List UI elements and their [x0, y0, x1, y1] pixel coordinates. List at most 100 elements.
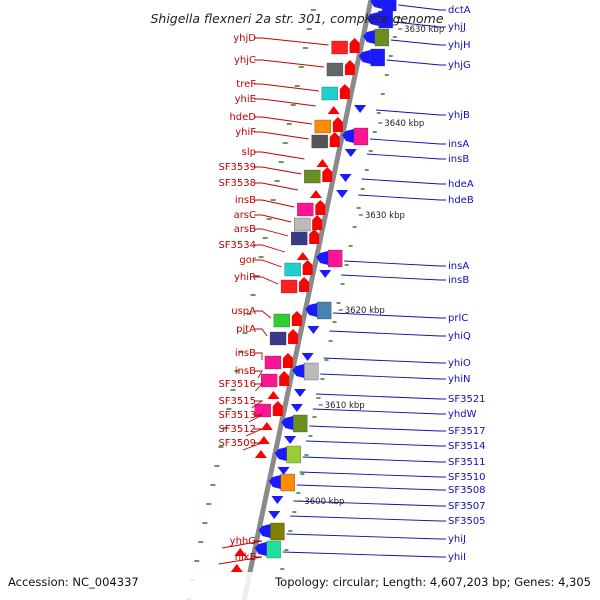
gene-uspa-label[interactable]: uspA: [231, 306, 256, 317]
gene-slp-leader-line: [254, 151, 305, 160]
gene-sf3509-leader-line: [242, 442, 263, 451]
gene-gor-leader-line: [254, 259, 282, 268]
gene-dcta-label[interactable]: dctA: [448, 5, 471, 16]
gene-sf3508-leader-line: [296, 484, 446, 491]
gene-yhjc-arrow: [344, 60, 355, 75]
gene-sf3508-label[interactable]: SF3508: [448, 485, 486, 496]
gene-sf3539-label[interactable]: SF3539: [218, 162, 256, 173]
gene-sf3539-feature: [304, 169, 321, 184]
gene-gor-label[interactable]: gor: [239, 255, 256, 266]
gene-tref-label[interactable]: treF: [236, 79, 256, 90]
gene-sf3505-label[interactable]: SF3505: [448, 516, 486, 527]
gene-insb-label[interactable]: insB: [235, 348, 256, 359]
gene-yhjd-label[interactable]: yhjD: [233, 33, 256, 44]
kbp-tick-label: 3630 kbp: [404, 25, 444, 35]
gene-yhjd-arrow: [349, 38, 360, 53]
gene-prlc-label[interactable]: prlC: [448, 313, 468, 324]
gene-sf3515-label[interactable]: SF3515: [218, 396, 256, 407]
gene-sf3539-leader-line: [254, 166, 302, 175]
gene-yhhg-label[interactable]: yhhG: [230, 536, 256, 547]
gene-sf3510-label[interactable]: SF3510: [448, 472, 486, 483]
gene-sf3521-label[interactable]: SF3521: [448, 394, 486, 405]
gene-sf3514-label[interactable]: SF3514: [448, 441, 486, 452]
gene-prlc-leader-line: [333, 312, 446, 319]
gene-yhie-leader-line: [254, 98, 316, 107]
gene-yhij-label[interactable]: yhiJ: [448, 534, 466, 545]
gene-sf3513-label[interactable]: SF3513: [218, 410, 256, 421]
gene-sf3512-feature: [257, 436, 270, 444]
gene-sf3511-leader-line: [302, 456, 446, 463]
gene-slp-label[interactable]: slp: [242, 147, 256, 158]
gene-sf3505-leader-line: [290, 515, 446, 522]
gene-sf3534-leader-line: [254, 244, 285, 253]
gene-yhio-label[interactable]: yhiO: [448, 358, 471, 369]
gene-insa-leader-line: [344, 260, 446, 267]
gene-yhii-label[interactable]: yhiI: [448, 552, 466, 563]
gene-sf3516-label[interactable]: SF3516: [218, 379, 256, 390]
gene-hdeb-label[interactable]: hdeB: [448, 195, 474, 206]
gene-sf3509-label[interactable]: SF3509: [218, 438, 256, 449]
gene-yhie-feature: [327, 106, 340, 114]
gene-gor-feature: [284, 262, 301, 277]
gene-insb-feature: [344, 149, 357, 157]
gene-yhin-arrow: [292, 364, 305, 378]
gene-yhir-label[interactable]: yhiR: [234, 272, 256, 283]
gene-tref-leader-line: [254, 83, 319, 92]
gene-insb-label[interactable]: insB: [448, 275, 469, 286]
gene-arsc-arrow: [312, 215, 323, 230]
gene-yhjd-leader-line: [254, 37, 329, 46]
gene-yhjb-feature: [354, 105, 367, 113]
gene-arsb-label[interactable]: arsB: [234, 224, 256, 235]
gene-nike-feature: [230, 564, 243, 572]
gene-sf3508-feature: [280, 473, 295, 492]
gene-hdeb-feature: [336, 190, 349, 198]
gene-yhin-label[interactable]: yhiN: [448, 374, 471, 385]
gene-yhin-feature: [304, 362, 319, 381]
gene-yhie-label[interactable]: yhiE: [235, 94, 256, 105]
gene-sf3538-label[interactable]: SF3538: [218, 178, 256, 189]
gene-yhhg-feature: [234, 548, 247, 556]
gene-arsc-label[interactable]: arsC: [234, 210, 256, 221]
gene-yhjh-label[interactable]: yhjH: [448, 40, 471, 51]
gene-yhjd-feature: [331, 40, 348, 55]
gene-sf3517-label[interactable]: SF3517: [448, 426, 486, 437]
gene-sf3512-label[interactable]: SF3512: [218, 424, 256, 435]
gene-sf3538-feature: [309, 190, 322, 198]
gene-yhij-leader-line: [286, 533, 446, 540]
gene-yhjj-leader-line: [394, 21, 446, 28]
gene-yhii-leader-line: [282, 551, 446, 558]
gene-sf3517-feature: [293, 414, 308, 433]
gene-sf3507-label[interactable]: SF3507: [448, 501, 486, 512]
gene-yhjj-arrow: [366, 12, 379, 26]
gene-insb-feature: [261, 373, 278, 388]
gene-tref-arrow: [339, 84, 350, 99]
gene-yhjh-arrow: [362, 30, 375, 44]
gene-hded-label[interactable]: hdeD: [229, 112, 256, 123]
gene-insa-label[interactable]: insA: [448, 261, 469, 272]
gene-pita-label[interactable]: pitA: [236, 324, 256, 335]
gene-sf3513-feature: [260, 422, 273, 430]
gene-yhjc-label[interactable]: yhjC: [234, 55, 256, 66]
gene-yhif-label[interactable]: yhiF: [235, 127, 256, 138]
gene-yhhg-leader-line: [222, 540, 263, 549]
gene-insb-label[interactable]: insB: [235, 195, 256, 206]
gene-dcta-leader-line: [398, 4, 446, 11]
gene-yhiq-label[interactable]: yhiQ: [448, 331, 471, 342]
gene-hdea-label[interactable]: hdeA: [448, 179, 474, 190]
gene-nike-label[interactable]: nikE: [235, 552, 256, 563]
gene-insb-label[interactable]: insB: [235, 366, 256, 377]
gene-yhjj-label[interactable]: yhjJ: [448, 22, 466, 33]
gene-pita-leader-line: [254, 328, 268, 337]
gene-yhdw-label[interactable]: yhdW: [448, 409, 477, 420]
gene-yhiq-feature: [307, 326, 320, 334]
gene-insb-label[interactable]: insB: [448, 154, 469, 165]
gene-yhjb-label[interactable]: yhjB: [448, 110, 470, 121]
gene-sf3505-feature: [268, 511, 281, 519]
gene-sf3511-label[interactable]: SF3511: [448, 457, 486, 468]
gene-sf3534-label[interactable]: SF3534: [218, 240, 256, 251]
gene-hdea-feature: [339, 174, 352, 182]
gene-yhjg-label[interactable]: yhjG: [448, 60, 471, 71]
genome-summary-text: Topology: circular; Length: 4,607,203 bp…: [274, 575, 591, 589]
gene-insa-label[interactable]: insA: [448, 139, 469, 150]
